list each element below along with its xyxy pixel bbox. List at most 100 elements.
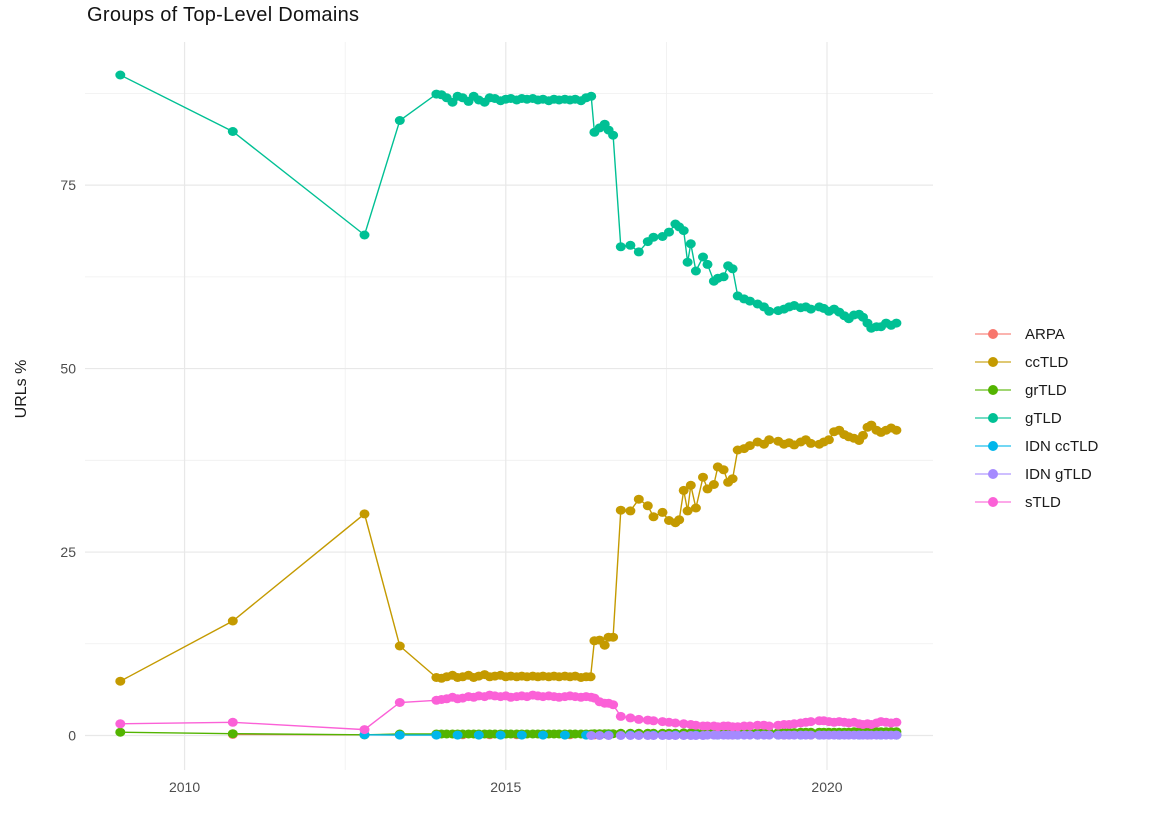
- series-point-idn-gtld: [744, 730, 755, 740]
- series-point-gtld: [685, 239, 696, 249]
- series-point-cctld: [585, 672, 596, 682]
- series-point-cctld: [608, 632, 619, 642]
- series-point-cctld: [678, 485, 689, 495]
- series-point-gtld: [727, 264, 738, 274]
- legend-key-icon: [975, 328, 1011, 340]
- series-point-cctld: [685, 480, 696, 490]
- series-point-cctld: [718, 465, 729, 475]
- series-point-stld: [764, 721, 775, 731]
- series-point-gtld: [664, 227, 674, 237]
- legend-label: IDN gTLD: [1025, 465, 1092, 483]
- series-point-idn-gtld: [594, 731, 605, 740]
- series-point-gtld: [394, 116, 405, 125]
- series-point-cctld: [744, 441, 755, 451]
- legend-item-stld: sTLD: [975, 488, 1098, 516]
- series-point-idn-gtld: [603, 731, 614, 740]
- series-point-stld: [891, 717, 902, 727]
- series-point-idn-gtld: [615, 731, 626, 740]
- series-point-idn-gtld: [805, 730, 816, 740]
- series-point-gtld: [227, 127, 238, 136]
- series-point-idn-gtld: [625, 731, 636, 740]
- x-tick-label: 2010: [169, 779, 200, 795]
- series-point-gtld: [359, 230, 370, 240]
- legend-item-idn-gtld: IDN gTLD: [975, 460, 1098, 488]
- legend-key-icon: [975, 384, 1011, 396]
- series-point-idn-gtld: [648, 731, 659, 740]
- series-point-gtld: [608, 130, 619, 140]
- series-point-gtld: [678, 226, 689, 236]
- series-point-cctld: [227, 616, 238, 626]
- legend-key-icon: [975, 440, 1011, 452]
- legend-item-cctld: ccTLD: [975, 348, 1098, 376]
- series-point-stld: [615, 711, 626, 721]
- series-point-stld: [608, 700, 619, 710]
- series-point-idn-cctld: [516, 730, 527, 740]
- series-point-gtld: [805, 304, 816, 314]
- series-point-gtld: [625, 240, 636, 250]
- series-point-stld: [115, 719, 126, 729]
- series-point-idn-cctld: [431, 730, 442, 740]
- series-point-cctld: [891, 425, 902, 435]
- legend-key-icon: [975, 468, 1011, 480]
- series-point-idn-cctld: [559, 730, 570, 740]
- series-point-cctld: [674, 515, 685, 525]
- series-point-stld: [394, 698, 405, 707]
- series-point-idn-gtld: [764, 730, 775, 740]
- series-point-cctld: [115, 676, 126, 686]
- series-point-cctld: [690, 503, 701, 513]
- series-point-cctld: [394, 641, 405, 651]
- series-point-cctld: [625, 506, 636, 516]
- series-point-stld: [805, 717, 816, 727]
- y-tick-label: 75: [60, 177, 76, 193]
- series-point-cctld: [708, 480, 719, 489]
- series-point-stld: [227, 717, 238, 727]
- series-point-idn-cctld: [538, 730, 548, 740]
- y-tick-label: 25: [60, 544, 76, 560]
- series-point-cctld: [599, 640, 610, 650]
- series-point-idn-cctld: [495, 730, 506, 740]
- series-point-idn-gtld: [670, 731, 681, 740]
- series-point-idn-cctld: [473, 730, 484, 740]
- legend-key-icon: [975, 356, 1011, 368]
- series-point-cctld: [359, 509, 370, 519]
- legend-label: gTLD: [1025, 409, 1062, 427]
- series-point-cctld: [698, 472, 708, 482]
- y-tick-label: 50: [60, 361, 76, 377]
- legend-item-arpa: ARPA: [975, 320, 1098, 348]
- series-point-cctld: [682, 506, 693, 516]
- legend-key-icon: [975, 412, 1011, 424]
- legend-label: grTLD: [1025, 381, 1067, 399]
- legend-label: IDN ccTLD: [1025, 437, 1099, 455]
- series-point-grtld: [227, 729, 238, 739]
- series-point-idn-gtld: [586, 731, 597, 740]
- legend-label: ccTLD: [1025, 353, 1069, 371]
- series-point-gtld: [702, 259, 713, 269]
- series-point-stld: [744, 721, 755, 731]
- series-point-stld: [625, 713, 636, 723]
- series-point-grtld: [115, 727, 126, 737]
- series-point-idn-cctld: [452, 730, 463, 740]
- series-point-gtld: [586, 91, 597, 101]
- series-point-gtld: [615, 242, 626, 252]
- y-tick-label: 0: [68, 728, 76, 744]
- series-point-cctld: [858, 430, 868, 440]
- series-point-gtld: [648, 232, 659, 242]
- series-point-cctld: [823, 435, 834, 445]
- series-point-cctld: [657, 507, 668, 517]
- x-tick-label: 2020: [811, 779, 842, 795]
- series-point-idn-gtld: [678, 731, 689, 740]
- legend-item-idn-cctld: IDN ccTLD: [975, 432, 1098, 460]
- series-point-gtld: [682, 257, 693, 267]
- legend-item-grtld: grTLD: [975, 376, 1098, 404]
- series-point-gtld: [115, 70, 126, 80]
- series-point-cctld: [764, 435, 775, 445]
- series-point-idn-gtld: [891, 730, 902, 740]
- series-point-gtld: [891, 318, 902, 328]
- series-point-cctld: [805, 438, 816, 448]
- series-point-stld: [359, 725, 370, 735]
- series-point-cctld: [642, 501, 653, 511]
- chart-title: Groups of Top-Level Domains: [87, 4, 360, 26]
- series-point-gtld: [690, 266, 701, 276]
- legend-label: sTLD: [1025, 493, 1061, 511]
- legend-key-icon: [975, 496, 1011, 508]
